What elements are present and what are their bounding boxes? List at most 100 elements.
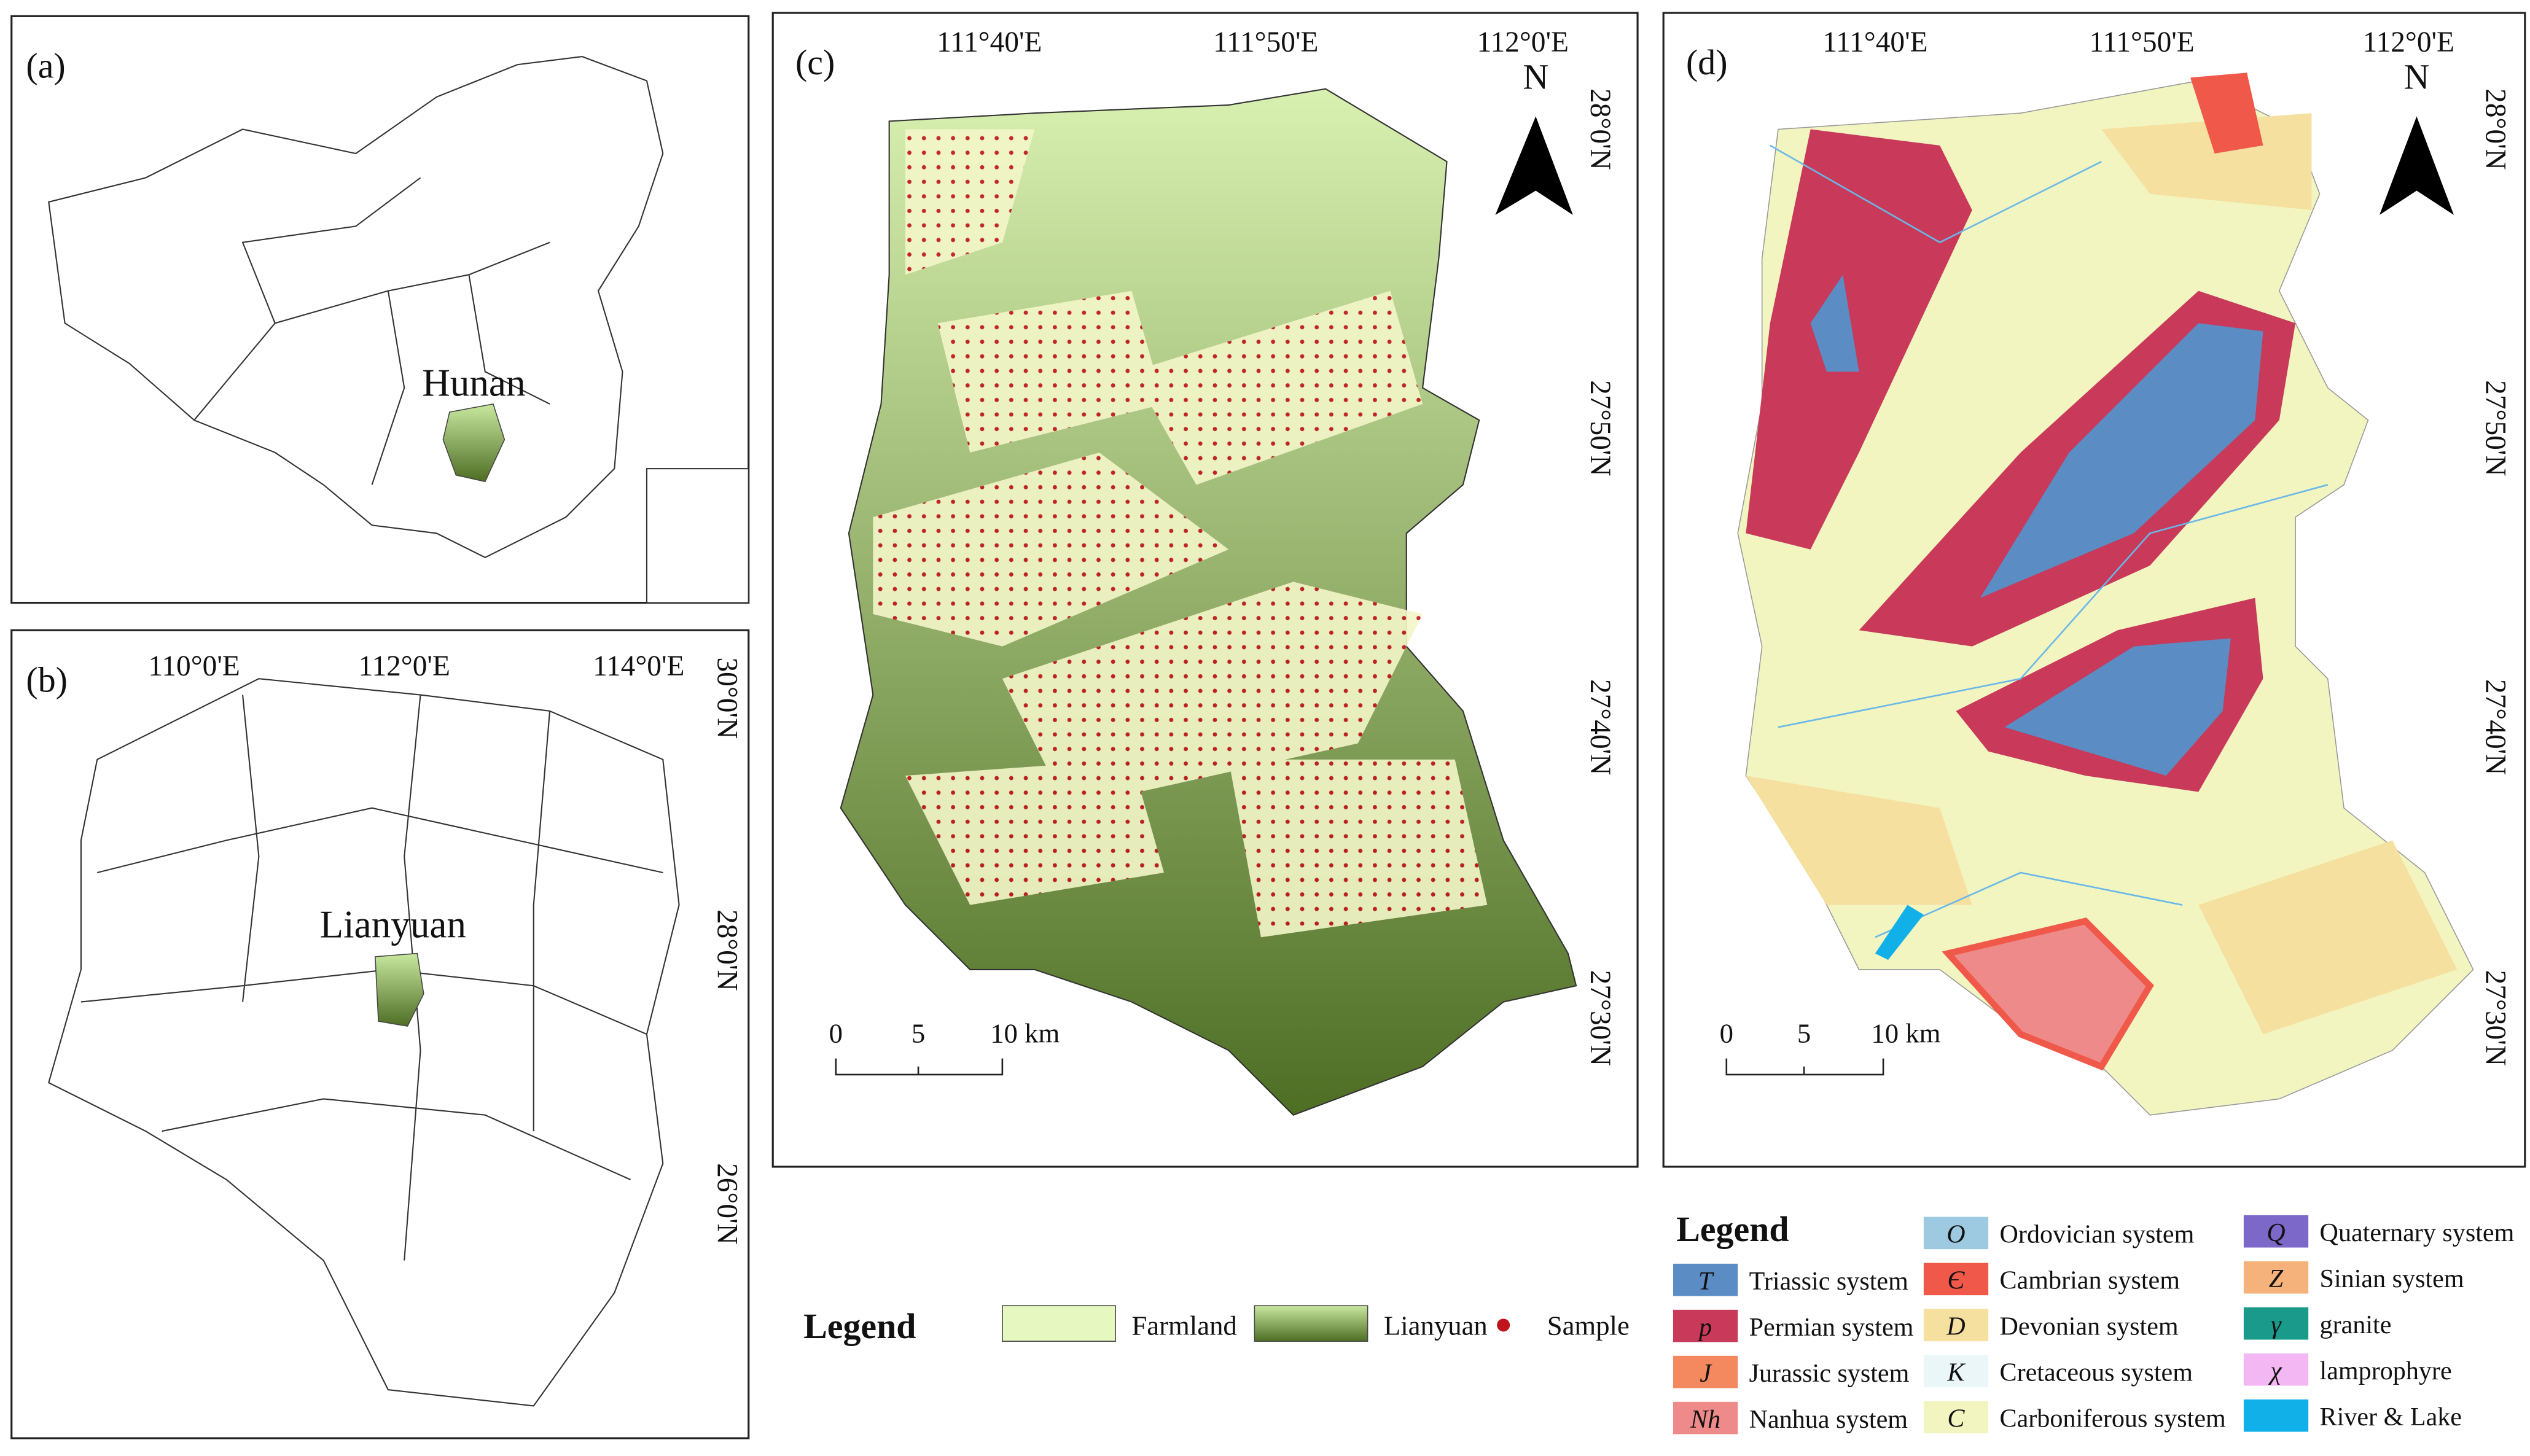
- legend-symbol: K: [1946, 1358, 1966, 1387]
- longitude-label: 111°40'E: [937, 26, 1042, 58]
- panel-label: (b): [26, 660, 67, 699]
- scale-label: 10 km: [990, 1018, 1060, 1048]
- legend-swatch: [2243, 1353, 2309, 1386]
- north-label: N: [2404, 57, 2430, 97]
- legend-swatch: [1673, 1401, 1738, 1435]
- legend-swatch: [1923, 1217, 1989, 1250]
- longitude-label: 111°50'E: [1213, 26, 1318, 58]
- longitude-label: 111°40'E: [1822, 26, 1927, 58]
- legend-symbol: Є: [1947, 1266, 1965, 1295]
- permian-area: [1746, 129, 1972, 550]
- latitude-label: 26°0'N: [711, 1163, 743, 1245]
- legend-label: Nanhua system: [1749, 1405, 1908, 1434]
- north-label: N: [1523, 57, 1548, 97]
- legend-label: River & Lake: [2320, 1403, 2462, 1431]
- longitude-label: 112°0'E: [1477, 26, 1569, 58]
- legend-label: Jurassic system: [1749, 1359, 1910, 1388]
- latitude-label: 27°30'N: [1584, 970, 1616, 1066]
- legend-symbol: D: [1946, 1312, 1965, 1341]
- scale-bar: [835, 1058, 1004, 1076]
- legend-label: granite: [2320, 1310, 2392, 1339]
- legend-symbol: p: [1697, 1313, 1712, 1342]
- legend-label: Cambrian system: [2000, 1266, 2181, 1295]
- legend-label: Lianyuan: [1384, 1310, 1488, 1341]
- place-label: Hunan: [422, 362, 525, 405]
- rivers: [1770, 144, 2329, 938]
- legend-swatch: [2243, 1261, 2309, 1294]
- longitude-label: 112°0'E: [359, 650, 450, 682]
- legend-label: lamprophyre: [2320, 1357, 2452, 1385]
- latitude-label: 28°0'N: [2480, 88, 2512, 170]
- hunan-area: [442, 403, 506, 483]
- panel-label: (d): [1686, 42, 1727, 82]
- legend-swatch: [1923, 1309, 1989, 1342]
- legend-swatch: [1673, 1309, 1738, 1342]
- legend-swatch: [1923, 1401, 1989, 1434]
- legend-swatch: [2243, 1215, 2309, 1248]
- legend-label: Carboniferous system: [2000, 1404, 2227, 1433]
- legend-swatch: [2243, 1307, 2309, 1340]
- latitude-label: 27°40'N: [2480, 679, 2512, 775]
- nanhua-area: [1942, 917, 2154, 1071]
- legend-symbol: Nh: [1690, 1405, 1720, 1434]
- legend-label: Ordovician system: [2000, 1220, 2195, 1249]
- panel-label: (a): [26, 45, 65, 85]
- scale-label: 0: [1720, 1018, 1733, 1048]
- devonian-area: [1746, 113, 2458, 1035]
- legend-swatch: [2243, 1399, 2309, 1432]
- scale-label: 5: [912, 1018, 925, 1048]
- triassic-area: [1980, 323, 2263, 598]
- north-arrow: [2379, 116, 2454, 215]
- panel-label: (c): [795, 42, 835, 82]
- lianyuan-area: [375, 952, 424, 1027]
- latitude-label: 27°40'N: [1584, 679, 1616, 775]
- legend-swatch: [1673, 1355, 1738, 1388]
- legend-swatch: [1254, 1305, 1368, 1342]
- legend-label: Quaternary system: [2320, 1218, 2515, 1247]
- cambrian-area: [2190, 72, 2263, 154]
- legend-symbol: T: [1698, 1267, 1714, 1296]
- north-arrow: [1495, 116, 1573, 215]
- latitude-label: 27°30'N: [2480, 970, 2512, 1066]
- scale-label: 10 km: [1871, 1018, 1940, 1048]
- legend-symbol: Q: [2266, 1218, 2285, 1247]
- longitude-label: 112°0'E: [2363, 26, 2454, 58]
- triassic-area: [1810, 274, 1859, 372]
- latitude-label: 28°0'N: [711, 909, 743, 991]
- legend-swatch: [1002, 1305, 1116, 1342]
- legend-symbol: C: [1947, 1404, 1965, 1433]
- legend-swatch: [1673, 1263, 1738, 1296]
- legend-label: Farmland: [1131, 1310, 1236, 1341]
- latitude-label: 28°0'N: [1584, 88, 1616, 170]
- legend-symbol: χ: [2268, 1357, 2282, 1385]
- legend-symbol: J: [1700, 1359, 1712, 1388]
- place-label: Lianyuan: [320, 903, 466, 946]
- latitude-label: 27°50'N: [1584, 380, 1616, 476]
- legend-label: Devonian system: [2000, 1312, 2179, 1341]
- scale-label: 0: [829, 1018, 843, 1048]
- triassic-area: [2004, 638, 2231, 776]
- legend-symbol: γ: [2271, 1310, 2282, 1339]
- legend-swatch: [1923, 1263, 1989, 1296]
- scale-label: 5: [1797, 1018, 1811, 1048]
- legend-label: Sinian system: [2320, 1264, 2464, 1293]
- legend-title: Legend: [1676, 1209, 1789, 1249]
- longitude-label: 110°0'E: [148, 650, 240, 682]
- legend-label: Sample: [1547, 1310, 1630, 1341]
- latitude-label: 27°50'N: [2480, 380, 2512, 476]
- legend-label: Permian system: [1749, 1313, 1914, 1342]
- legend-label: Cretaceous system: [2000, 1358, 2193, 1387]
- longitude-label: 111°50'E: [2089, 26, 2194, 58]
- latitude-label: 30°0'N: [711, 657, 743, 739]
- farmland: [873, 129, 1488, 938]
- legend-symbol: O: [1946, 1220, 1965, 1249]
- inset-frame: [646, 468, 749, 604]
- lake: [1875, 905, 1924, 960]
- longitude-label: 114°0'E: [593, 650, 684, 682]
- legend-swatch: [1497, 1318, 1510, 1332]
- legend-swatch: [1923, 1355, 1989, 1388]
- legend-title: Legend: [803, 1306, 916, 1346]
- legend-symbol: Z: [2269, 1264, 2284, 1293]
- scale-bar: [1725, 1058, 1884, 1076]
